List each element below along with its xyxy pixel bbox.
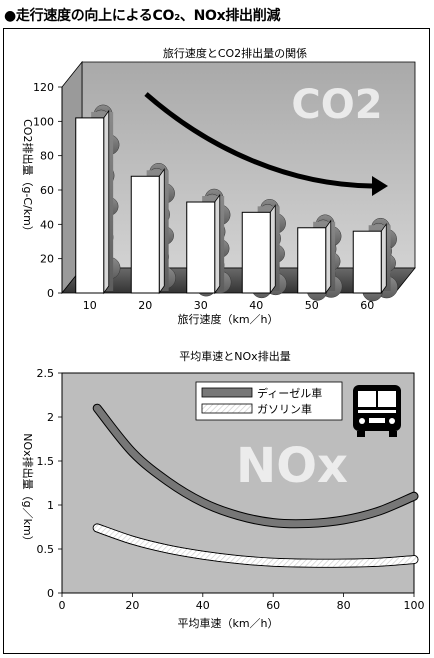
nox-y-axis-label: NOx排出量（g／km） [21, 433, 35, 546]
bus-icon [353, 385, 401, 437]
co2-bar [75, 117, 105, 294]
co2-x-tick-label: 60 [360, 299, 374, 312]
nox-y-tick-label: 2 [47, 411, 54, 424]
co2-y-tick-label: 40 [40, 218, 54, 231]
co2-x-ticks: 10 20 30 40 50 60 [83, 299, 375, 312]
co2-bars [75, 92, 398, 302]
nox-series-lines [92, 403, 419, 568]
page-title: ●走行速度の向上によるCO₂、NOx排出削減 [4, 8, 281, 24]
legend-swatch-diesel [201, 387, 253, 398]
co2-x-axis-label: 旅行速度（km／h） [177, 312, 278, 326]
co2-x-tick-label: 30 [194, 299, 208, 312]
nox-y-tick-label: 2.5 [37, 367, 55, 380]
co2-y-tick-label: 80 [40, 150, 54, 163]
co2-y-ticks: 0 20 40 60 80 100 120 [33, 81, 63, 300]
co2-x-tick-label: 10 [83, 299, 97, 312]
nox-y-tick-label: 0.5 [37, 543, 55, 556]
nox-y-tick-label: 0 [47, 587, 54, 600]
legend-label-diesel: ディーゼル車 [257, 386, 322, 400]
nox-axis-ticks: 0 20 40 60 80 100 0 0.5 1 1.5 2 2.5 [37, 367, 425, 612]
nox-x-tick-label: 60 [266, 599, 280, 612]
co2-watermark: CO2 [291, 82, 382, 128]
co2-bar [130, 175, 160, 294]
nox-series-diesel [92, 403, 419, 529]
co2-chart-title: 旅行速度とCO2排出量の関係 [163, 46, 307, 60]
nox-x-tick-label: 100 [404, 599, 425, 612]
co2-x-tick-label: 20 [138, 299, 152, 312]
co2-y-tick-label: 60 [40, 184, 54, 197]
nox-x-tick-label: 20 [125, 599, 139, 612]
co2-bar [297, 227, 327, 294]
nox-y-tick-label: 1.5 [37, 455, 55, 468]
legend-swatch-gasoline [201, 403, 253, 414]
co2-y-axis-label: CO2排出量（g-C/km） [21, 119, 35, 237]
nox-chart-title: 平均車速とNOx排出量 [179, 349, 290, 363]
nox-x-axis-label: 平均車速（km／h） [177, 616, 278, 630]
co2-chart: 旅行速度とCO2排出量の関係 CO2 0 20 40 60 80 100 120 10 20 3… [21, 46, 416, 326]
co2-bar [352, 230, 382, 294]
co2-y-tick-label: 100 [33, 115, 54, 128]
co2-y-tick-label: 20 [40, 253, 54, 266]
co2-bar [186, 201, 216, 294]
co2-y-tick-label: 120 [33, 81, 54, 94]
co2-bar [241, 211, 271, 294]
co2-x-tick-label: 50 [305, 299, 319, 312]
nox-x-tick-label: 40 [196, 599, 210, 612]
nox-series-gasoline [92, 523, 419, 568]
nox-y-tick-label: 1 [47, 499, 54, 512]
nox-watermark: NOx [236, 438, 348, 494]
co2-decrease-arrow [144, 92, 388, 196]
legend-label-gasoline: ガソリン車 [257, 402, 312, 416]
nox-x-tick-label: 0 [59, 599, 66, 612]
co2-x-tick-label: 40 [249, 299, 263, 312]
nox-legend: ディーゼル車 ガソリン車 [195, 381, 343, 421]
nox-x-tick-label: 80 [337, 599, 351, 612]
co2-y-tick-label: 0 [47, 287, 54, 300]
